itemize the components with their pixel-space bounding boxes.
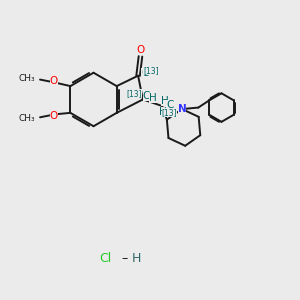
Text: H: H — [132, 252, 141, 265]
Text: CH₃: CH₃ — [18, 74, 35, 83]
Text: H: H — [149, 93, 157, 103]
Text: [13]: [13] — [162, 108, 177, 117]
Text: N: N — [178, 104, 186, 114]
Text: –: – — [122, 252, 128, 265]
Text: CH₃: CH₃ — [18, 114, 35, 123]
Text: Cl: Cl — [99, 252, 112, 265]
Text: O: O — [50, 76, 58, 86]
Text: H: H — [161, 96, 168, 106]
Text: C: C — [166, 100, 173, 110]
Text: [13]: [13] — [127, 89, 142, 98]
Text: H: H — [159, 107, 166, 117]
Text: [13]: [13] — [143, 66, 159, 75]
Text: C: C — [141, 68, 148, 78]
Text: O: O — [136, 45, 145, 55]
Text: O: O — [50, 110, 58, 121]
Text: C: C — [143, 91, 150, 101]
